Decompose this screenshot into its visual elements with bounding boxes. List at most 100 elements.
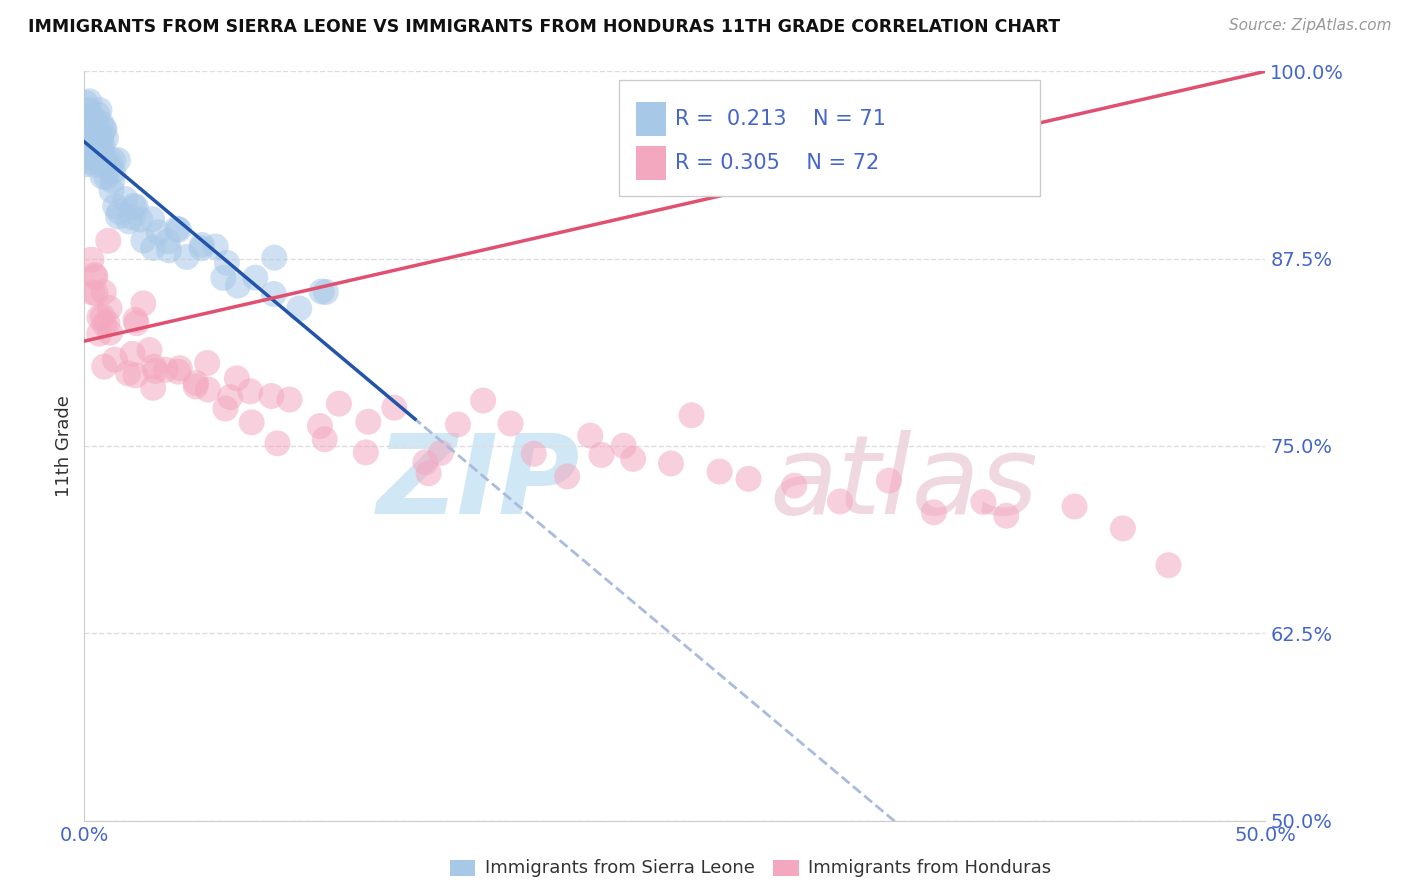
Point bbox=[226, 278, 249, 293]
Point bbox=[91, 151, 114, 165]
Point bbox=[995, 508, 1018, 523]
Point bbox=[167, 365, 190, 379]
Point bbox=[98, 301, 121, 315]
Text: R = 0.305    N = 72: R = 0.305 N = 72 bbox=[675, 153, 879, 173]
Point bbox=[621, 451, 644, 466]
Point bbox=[214, 401, 236, 416]
Point bbox=[239, 384, 262, 399]
Point bbox=[91, 310, 114, 324]
Point bbox=[278, 392, 301, 407]
Point bbox=[157, 244, 180, 258]
Point bbox=[122, 199, 145, 213]
Point bbox=[98, 326, 121, 340]
Point bbox=[212, 271, 235, 285]
Point bbox=[104, 352, 127, 367]
Point bbox=[148, 225, 170, 239]
Point bbox=[156, 235, 179, 249]
Point bbox=[89, 310, 111, 325]
Point bbox=[260, 389, 283, 403]
Text: Immigrants from Honduras: Immigrants from Honduras bbox=[808, 859, 1052, 877]
Point bbox=[197, 383, 219, 397]
Point bbox=[101, 174, 124, 188]
Point bbox=[309, 419, 332, 434]
Point bbox=[191, 238, 214, 252]
Point bbox=[783, 478, 806, 492]
Point bbox=[96, 161, 118, 175]
Point bbox=[84, 145, 107, 160]
Point bbox=[681, 409, 703, 423]
Point bbox=[155, 363, 177, 377]
Point bbox=[659, 457, 682, 471]
Point bbox=[89, 103, 111, 117]
Point bbox=[132, 296, 155, 310]
Point bbox=[84, 133, 107, 147]
Point bbox=[142, 241, 165, 255]
Point bbox=[93, 122, 115, 136]
Point bbox=[84, 270, 107, 285]
Point bbox=[121, 211, 143, 225]
Point bbox=[93, 359, 115, 374]
Point bbox=[225, 371, 247, 385]
Point bbox=[98, 155, 121, 169]
Text: atlas: atlas bbox=[769, 430, 1038, 537]
Point bbox=[195, 356, 218, 370]
Point bbox=[1157, 558, 1180, 573]
Point bbox=[118, 214, 141, 228]
Point bbox=[141, 212, 163, 227]
Point bbox=[82, 285, 104, 300]
Point bbox=[132, 234, 155, 248]
Point bbox=[107, 153, 129, 167]
Point bbox=[89, 326, 111, 341]
Point bbox=[83, 144, 105, 158]
Point bbox=[80, 252, 103, 267]
Point bbox=[357, 415, 380, 429]
Point bbox=[121, 347, 143, 361]
Point bbox=[90, 142, 112, 156]
Point bbox=[77, 103, 100, 117]
Point bbox=[125, 316, 148, 330]
Point bbox=[107, 210, 129, 224]
Point bbox=[93, 317, 115, 331]
Point bbox=[91, 169, 114, 184]
Point bbox=[75, 134, 97, 148]
Text: ZIP: ZIP bbox=[377, 430, 581, 537]
Point bbox=[114, 192, 136, 206]
Point bbox=[76, 115, 98, 129]
Point bbox=[96, 170, 118, 185]
Point bbox=[86, 107, 108, 121]
Point bbox=[447, 417, 470, 432]
Point bbox=[288, 301, 311, 316]
Point bbox=[90, 129, 112, 144]
Text: IMMIGRANTS FROM SIERRA LEONE VS IMMIGRANTS FROM HONDURAS 11TH GRADE CORRELATION : IMMIGRANTS FROM SIERRA LEONE VS IMMIGRAN… bbox=[28, 18, 1060, 36]
Point bbox=[922, 505, 945, 519]
Point bbox=[75, 157, 97, 171]
Point bbox=[90, 116, 112, 130]
Point bbox=[555, 469, 578, 483]
Point bbox=[613, 439, 636, 453]
Point bbox=[93, 121, 115, 136]
Point bbox=[76, 104, 98, 119]
Point bbox=[240, 415, 263, 429]
Point bbox=[79, 95, 101, 109]
Point bbox=[83, 268, 105, 282]
Point bbox=[124, 313, 146, 327]
Text: Source: ZipAtlas.com: Source: ZipAtlas.com bbox=[1229, 18, 1392, 33]
Point bbox=[97, 234, 120, 248]
Point bbox=[579, 428, 602, 442]
Point bbox=[83, 112, 105, 126]
Point bbox=[76, 120, 98, 134]
Point bbox=[311, 285, 333, 299]
Point bbox=[472, 393, 495, 408]
Point bbox=[94, 131, 117, 145]
Point bbox=[415, 455, 437, 469]
Point bbox=[215, 256, 238, 270]
Point bbox=[84, 153, 107, 167]
Point bbox=[100, 184, 122, 198]
Point bbox=[204, 239, 226, 253]
Point bbox=[176, 250, 198, 264]
Point bbox=[125, 200, 148, 214]
Point bbox=[145, 364, 167, 378]
Point bbox=[328, 397, 350, 411]
Point bbox=[166, 221, 188, 235]
Point bbox=[91, 139, 114, 153]
